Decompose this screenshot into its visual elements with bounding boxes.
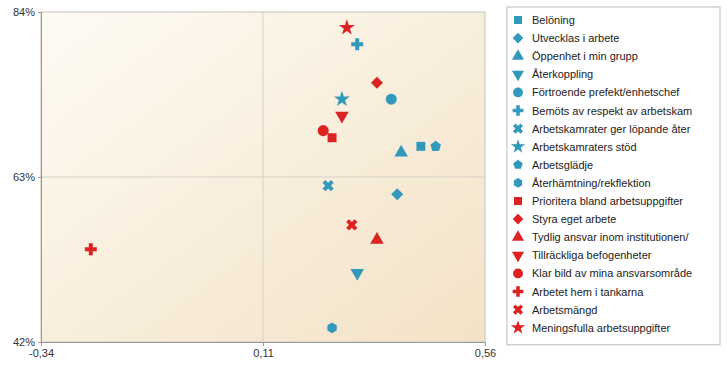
legend-label: Öppenhet i min grupp <box>532 50 638 62</box>
axis-line <box>38 13 42 343</box>
legend-label: Förtroende prefekt/enhetschef <box>532 86 680 98</box>
point <box>430 141 441 151</box>
tick: 0,11 <box>253 342 274 359</box>
legend-label: Tydlig ansvar inom institutionen/ <box>532 231 689 243</box>
point <box>334 91 350 106</box>
point <box>343 216 360 233</box>
legend-box <box>507 7 720 345</box>
legend-marker <box>514 16 522 24</box>
plot-area <box>41 12 485 342</box>
tick-label: -0,34 <box>29 347 54 359</box>
legend-label: Belöning <box>532 14 575 26</box>
legend-marker <box>513 214 524 225</box>
legend: Belöning Utvecklas i arbete Öppenhet i min… <box>507 7 720 345</box>
tick-label: 0,11 <box>253 347 274 359</box>
point <box>335 112 349 124</box>
tick: 84% <box>13 6 41 18</box>
point <box>318 125 329 136</box>
tick: 63% <box>13 171 41 183</box>
legend-marker <box>512 230 524 241</box>
legend-label: Återhämtning/rekflektion <box>532 177 651 189</box>
tick: 42% <box>13 336 41 348</box>
legend-marker <box>513 33 524 44</box>
legend-marker <box>513 286 524 297</box>
legend-label: Återkoppling <box>532 68 593 80</box>
point <box>351 38 363 50</box>
grid <box>41 12 485 342</box>
point <box>416 142 425 151</box>
point <box>327 322 336 333</box>
point <box>386 94 397 105</box>
points <box>85 19 441 333</box>
legend-marker <box>512 252 524 263</box>
tick-mark <box>38 342 41 343</box>
legend-marker <box>512 71 524 82</box>
point <box>394 145 408 157</box>
point <box>320 177 337 194</box>
legend-label: Prioritera bland arbetsuppgifter <box>532 195 683 207</box>
tick-mark <box>38 12 41 13</box>
axis-line <box>42 343 486 347</box>
tick-label: 42% <box>13 336 35 348</box>
grid-line <box>41 177 485 178</box>
legend-marker <box>510 302 525 317</box>
legend-label: Styra eget arbete <box>532 213 616 225</box>
point <box>85 243 97 255</box>
tick-mark <box>263 342 264 346</box>
point <box>370 232 384 244</box>
tick-label: 0,56 <box>475 347 496 359</box>
tick-mark <box>38 177 41 178</box>
tick-label: 63% <box>13 171 35 183</box>
legend-marker <box>511 139 525 153</box>
tick: 0,56 <box>475 342 496 359</box>
point <box>339 19 355 34</box>
point <box>391 188 403 200</box>
legend-label: Arbetsglädje <box>532 159 593 171</box>
point <box>350 269 364 281</box>
legend-marker <box>514 178 522 188</box>
y-axis: 42% 63% 84% <box>13 6 42 348</box>
legend-label: Meningsfulla arbetsuppgifter <box>532 322 671 334</box>
legend-marker <box>512 49 524 60</box>
point <box>371 77 383 89</box>
legend-marker <box>513 160 523 169</box>
legend-label: Arbetskamrater ger löpande åter <box>532 123 691 135</box>
legend-label: Utvecklas i arbete <box>532 32 619 44</box>
point <box>328 133 337 142</box>
legend-label: Arbetskamraters stöd <box>532 141 637 153</box>
chart: -0,34 0,11 0,56 42% 63% 84% Belöning Utvecklas … <box>0 0 727 370</box>
legend-marker <box>513 268 523 278</box>
legend-marker <box>513 105 524 116</box>
tick-label: 84% <box>13 6 35 18</box>
legend-marker <box>511 320 525 334</box>
legend-marker <box>514 197 522 205</box>
legend-label: Arbetet hem i tankarna <box>532 286 644 298</box>
legend-label: Tillräckliga befogenheter <box>532 249 652 261</box>
x-axis: -0,34 0,11 0,56 <box>29 342 496 359</box>
legend-marker <box>510 121 525 136</box>
legend-marker <box>513 87 523 97</box>
grid-line <box>41 12 485 13</box>
legend-label: Klar bild av mina ansvarsområde <box>532 267 692 279</box>
tick-mark <box>485 342 486 346</box>
legend-label: Arbetsmängd <box>532 304 597 316</box>
legend-label: Bemöts av respekt av arbetskam <box>532 105 692 117</box>
